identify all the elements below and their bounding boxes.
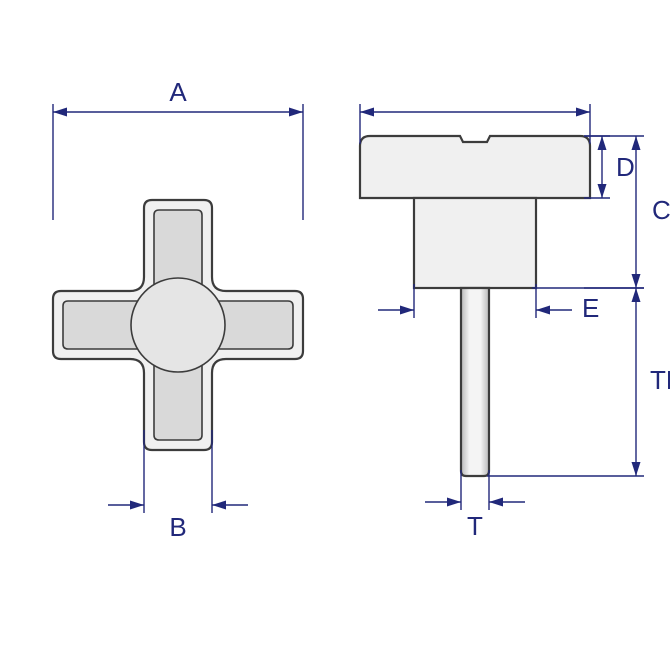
svg-text:E: E (582, 293, 599, 323)
knob-head (360, 136, 590, 198)
hub-circle (131, 278, 225, 372)
svg-text:D: D (616, 152, 635, 182)
svg-text:C: C (652, 195, 670, 225)
threaded-shaft (461, 288, 489, 476)
svg-text:T: T (467, 511, 483, 541)
svg-text:B: B (169, 512, 186, 542)
side-view (360, 136, 590, 476)
knob-boss (414, 198, 536, 288)
front-view (53, 200, 303, 450)
svg-text:TL: TL (650, 365, 670, 395)
svg-text:A: A (169, 77, 187, 107)
